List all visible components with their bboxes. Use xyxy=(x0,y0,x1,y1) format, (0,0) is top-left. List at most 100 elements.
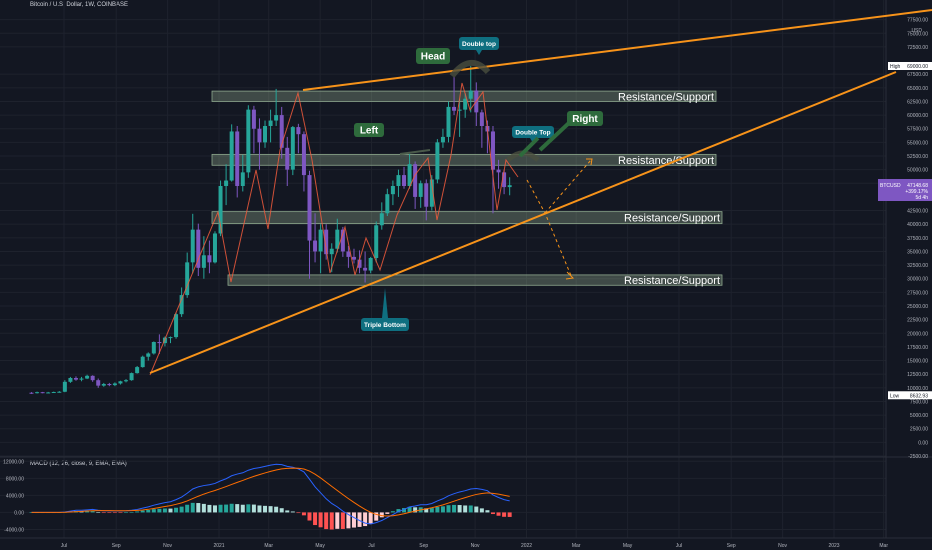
macd-histogram-bar xyxy=(440,506,445,513)
macd-histogram-bar xyxy=(457,505,462,513)
price-tick-label: 17500.00 xyxy=(907,345,928,351)
candle-body xyxy=(124,380,129,382)
macd-histogram-bar xyxy=(285,510,290,513)
candle-body xyxy=(107,384,112,386)
macd-histogram-bar xyxy=(229,503,234,513)
macd-histogram-bar xyxy=(179,506,184,513)
macd-histogram-bar xyxy=(502,512,507,517)
candle-body xyxy=(363,267,368,271)
price-tick-label: 32500.00 xyxy=(907,263,928,269)
macd-histogram-bar xyxy=(107,512,112,514)
macd-histogram-bar xyxy=(201,503,206,513)
candle-body xyxy=(490,131,495,170)
candle-body xyxy=(85,375,90,379)
candle-body xyxy=(146,353,151,357)
candle-body xyxy=(379,213,384,226)
triple-bottom-label-badge xyxy=(361,318,409,331)
time-tick-label: Sep xyxy=(419,543,428,549)
candle-body xyxy=(374,225,379,258)
macd-histogram-bar xyxy=(479,508,484,513)
macd-histogram-bar xyxy=(135,511,140,513)
current-price: 47148.68 xyxy=(907,183,928,189)
macd-histogram-bar xyxy=(207,504,212,513)
macd-histogram-bar xyxy=(301,512,306,516)
time-tick-label: 2021 xyxy=(213,543,224,549)
macd-histogram-bar xyxy=(235,504,240,513)
macd-histogram-bar xyxy=(96,512,101,513)
price-tick-label: 5000.00 xyxy=(910,413,928,419)
macd-title: MACD (12, 26, close, 9, EMA, EMA) xyxy=(30,461,127,467)
macd-histogram-bar xyxy=(129,512,134,513)
price-tick-label: 72500.00 xyxy=(907,45,928,51)
candle-body xyxy=(201,255,206,268)
right-label-connector xyxy=(518,136,540,158)
macd-tick-label: 8000.00 xyxy=(6,476,24,482)
candle-body xyxy=(207,255,212,263)
price-tick-label: 67500.00 xyxy=(907,72,928,78)
candle-body xyxy=(90,375,95,381)
macd-tick-label: -4000.00 xyxy=(4,527,24,533)
rising-trendline-lower xyxy=(149,71,897,374)
time-tick-label: Mar xyxy=(572,543,581,549)
macd-histogram-bar xyxy=(474,506,479,513)
time-tick-label: Sep xyxy=(112,543,121,549)
macd-tick-label: 0.00 xyxy=(14,510,24,516)
candle-body xyxy=(424,183,429,207)
macd-histogram-bar xyxy=(396,509,401,513)
arrow-head-up xyxy=(586,158,593,166)
macd-tick-label: 12000.00 xyxy=(3,459,24,465)
current-price-bg xyxy=(878,179,932,201)
macd-histogram-bar xyxy=(112,512,117,514)
double-top-label-badge xyxy=(459,37,499,50)
time-tick-label: Jul xyxy=(368,543,374,549)
macd-histogram-bar xyxy=(363,512,368,527)
macd-histogram-bar xyxy=(174,507,179,513)
macd-histogram-bar xyxy=(185,504,190,513)
left-label-badge xyxy=(354,123,384,137)
candle-body xyxy=(196,229,201,268)
candle-body xyxy=(79,378,84,380)
candle-body xyxy=(313,240,318,252)
projection-down xyxy=(526,179,573,279)
current-ticker: BTCUSD xyxy=(880,183,901,189)
rising-trendline-upper xyxy=(302,9,932,91)
candle-body xyxy=(468,90,473,99)
price-tick-label: 62500.00 xyxy=(907,99,928,105)
candle-body xyxy=(62,381,67,392)
candle-body xyxy=(463,98,468,110)
price-tick-label: 42500.00 xyxy=(907,209,928,215)
macd-histogram-bar xyxy=(263,505,268,513)
macd-histogram-bar xyxy=(274,506,279,513)
candle-body xyxy=(429,179,434,207)
price-tick-label: 75000.00 xyxy=(907,31,928,37)
price-tick-label: 10000.00 xyxy=(907,386,928,392)
candle-body xyxy=(268,120,273,126)
double-top-2-label: Double Top xyxy=(515,129,550,136)
candle-body xyxy=(190,229,195,263)
time-tick-label: Jul xyxy=(676,543,682,549)
time-tick-label: 2022 xyxy=(521,543,532,549)
price-tick-label: 27500.00 xyxy=(907,290,928,296)
macd-histogram-bar xyxy=(485,510,490,513)
right-label: Right xyxy=(572,114,598,125)
candle-body xyxy=(274,115,279,121)
price-tick-label: 30000.00 xyxy=(907,277,928,283)
macd-histogram-bar xyxy=(212,505,217,513)
candle-body xyxy=(435,142,440,180)
candle-body xyxy=(257,128,262,143)
candle-body xyxy=(224,180,229,186)
low-marker-label: Low xyxy=(890,393,900,399)
candle-body xyxy=(290,127,295,170)
zone-label: Resistance/Support xyxy=(618,91,714,103)
candle-body xyxy=(496,169,501,173)
candle-body xyxy=(396,175,401,186)
macd-histogram-bar xyxy=(290,511,295,513)
macd-histogram-bar xyxy=(490,512,495,515)
candle-body xyxy=(246,109,251,173)
candle-body xyxy=(151,342,156,354)
candle-body xyxy=(407,164,412,186)
candle-body xyxy=(346,251,351,257)
head-label-badge xyxy=(416,48,450,64)
macd-histogram-bar xyxy=(368,512,373,525)
